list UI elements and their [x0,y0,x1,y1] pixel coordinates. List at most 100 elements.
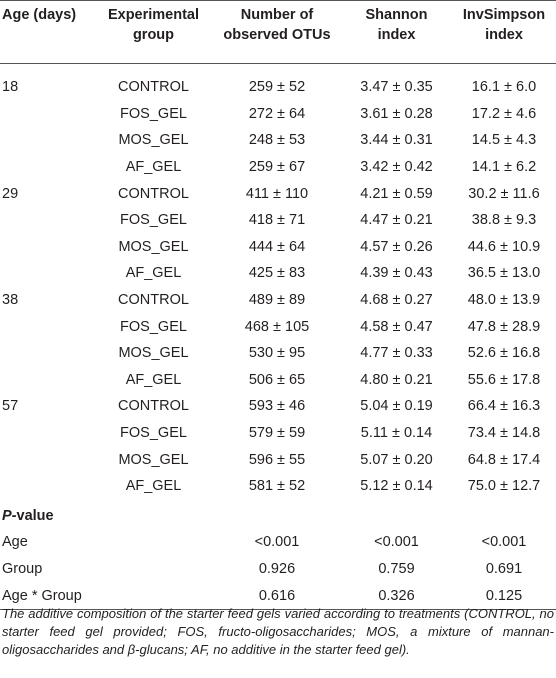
group-cell: MOS_GEL [118,451,189,468]
pvalue-invsimpson: 0.125 [452,582,556,610]
pvalue-shannon: <0.001 [374,534,419,551]
group-cell: AF_GEL [125,478,182,495]
otus-cell: 272 ± 64 [248,105,306,122]
invsimpson-cell: 16.1 ± 6.0 [471,79,537,96]
pvalue-row: Age <0.001 <0.001 <0.001 [0,529,556,556]
shannon-cell: 4.57 ± 0.26 [360,238,433,255]
age-cell [0,234,94,261]
table-row: 18 CONTROL 259 ± 52 3.47 ± 0.35 16.1 ± 6.0 [0,74,556,101]
age-cell [0,446,94,473]
age-cell [0,101,94,128]
shannon-cell: 3.61 ± 0.28 [360,105,433,122]
pvalue-label: Age [2,534,28,551]
invsimpson-cell: 47.8 ± 28.9 [467,318,541,335]
pvalue-heading: P-value [2,507,54,524]
shannon-cell: 4.58 ± 0.47 [360,318,433,335]
otus-cell: 596 ± 55 [248,451,306,468]
group-cell: AF_GEL [125,159,182,176]
header-otus: Number of observed OTUs [213,0,341,64]
shannon-cell: 4.21 ± 0.59 [360,185,433,202]
otus-cell: 411 ± 110 [245,185,309,202]
age-cell [0,127,94,154]
invsimpson-cell: 36.5 ± 13.0 [467,265,541,282]
invsimpson-cell: 38.8 ± 9.3 [471,212,537,229]
age-cell: 18 [2,79,19,96]
table-row: AF_GEL 581 ± 52 5.12 ± 0.14 75.0 ± 12.7 [0,473,556,500]
table-row: AF_GEL 259 ± 67 3.42 ± 0.42 14.1 ± 6.2 [0,154,556,181]
group-cell: FOS_GEL [120,212,187,229]
shannon-cell: 3.47 ± 0.35 [360,79,433,96]
otus-cell: 579 ± 59 [248,425,306,442]
invsimpson-cell: 52.6 ± 16.8 [467,345,541,362]
otus-cell: 444 ± 64 [248,238,306,255]
otus-cell: 593 ± 46 [248,398,306,415]
table-row: MOS_GEL 444 ± 64 4.57 ± 0.26 44.6 ± 10.9 [0,234,556,261]
shannon-cell: 4.80 ± 0.21 [360,371,433,388]
age-cell [0,207,94,234]
otus-cell: 506 ± 65 [248,371,306,388]
header-invsimpson: InvSimpson index [452,0,556,64]
table-row: 57 CONTROL 593 ± 46 5.04 ± 0.19 66.4 ± 16.3 [0,393,556,420]
group-cell: FOS_GEL [120,425,187,442]
table-row: FOS_GEL 272 ± 64 3.61 ± 0.28 17.2 ± 4.6 [0,101,556,128]
age-cell [0,340,94,367]
invsimpson-cell: 17.2 ± 4.6 [471,105,537,122]
otus-cell: 489 ± 89 [248,292,306,309]
invsimpson-cell: 55.6 ± 17.8 [467,371,541,388]
table-row: 38 CONTROL 489 ± 89 4.68 ± 0.27 48.0 ± 13.9 [0,287,556,314]
otus-cell: 425 ± 83 [248,265,306,282]
pvalue-invsimpson: 0.691 [485,560,523,577]
otus-cell: 248 ± 53 [248,132,306,149]
age-cell [0,154,94,181]
table-row: FOS_GEL 579 ± 59 5.11 ± 0.14 73.4 ± 14.8 [0,420,556,447]
group-cell: AF_GEL [125,371,182,388]
shannon-cell: 3.42 ± 0.42 [360,159,433,176]
group-cell: MOS_GEL [118,238,189,255]
pvalue-shannon: 0.759 [378,560,415,577]
group-cell: FOS_GEL [120,105,187,122]
shannon-cell: 3.44 ± 0.31 [360,132,433,149]
otus-cell: 530 ± 95 [248,345,306,362]
shannon-cell: 5.07 ± 0.20 [360,451,433,468]
table-row: 29 CONTROL 411 ± 110 4.21 ± 0.59 30.2 ± 11.6 [0,180,556,207]
shannon-cell: 4.39 ± 0.43 [360,265,433,282]
alpha-diversity-table: Age (days) Experimental group Number of ob… [0,0,556,610]
age-cell [0,420,94,447]
age-cell [0,313,94,340]
age-cell: 29 [2,185,19,202]
table-footnote: The additive composition of the starter … [2,606,554,657]
table-row: AF_GEL 425 ± 83 4.39 ± 0.43 36.5 ± 13.0 [0,260,556,287]
shannon-cell: 5.04 ± 0.19 [360,398,433,415]
otus-cell: 259 ± 67 [248,159,306,176]
table-row: MOS_GEL 596 ± 55 5.07 ± 0.20 64.8 ± 17.4 [0,446,556,473]
invsimpson-cell: 66.4 ± 16.3 [467,398,541,415]
group-cell: CONTROL [118,292,189,309]
shannon-cell: 4.68 ± 0.27 [360,292,433,309]
age-cell [0,367,94,394]
shannon-cell: 4.77 ± 0.33 [360,345,433,362]
shannon-cell: 5.12 ± 0.14 [360,478,433,495]
invsimpson-cell: 30.2 ± 11.6 [468,185,540,202]
group-cell: CONTROL [118,79,189,96]
age-cell: 38 [2,292,19,309]
table-row: FOS_GEL 418 ± 71 4.47 ± 0.21 38.8 ± 9.3 [0,207,556,234]
invsimpson-cell: 64.8 ± 17.4 [467,451,541,468]
group-cell: MOS_GEL [118,345,189,362]
invsimpson-cell: 48.0 ± 13.9 [467,292,541,309]
otus-cell: 418 ± 71 [248,212,306,229]
table-row: MOS_GEL 248 ± 53 3.44 ± 0.31 14.5 ± 4.3 [0,127,556,154]
pvalue-invsimpson: <0.001 [481,534,527,551]
invsimpson-cell: 73.4 ± 14.8 [467,425,541,442]
invsimpson-cell: 14.1 ± 6.2 [471,159,537,176]
header-shannon: Shannon index [341,0,452,64]
pvalue-row: Age * Group 0.616 0.326 0.125 [0,582,556,610]
group-cell: FOS_GEL [120,318,187,335]
pvalue-row: Group 0.926 0.759 0.691 [0,556,556,583]
pvalue-shannon: 0.326 [341,582,452,610]
age-cell [0,260,94,287]
group-cell: CONTROL [118,398,189,415]
pvalue-label: Age * Group [0,582,213,610]
pvalue-label: Group [2,560,43,577]
spacer-row [0,64,556,75]
age-cell [0,473,94,500]
